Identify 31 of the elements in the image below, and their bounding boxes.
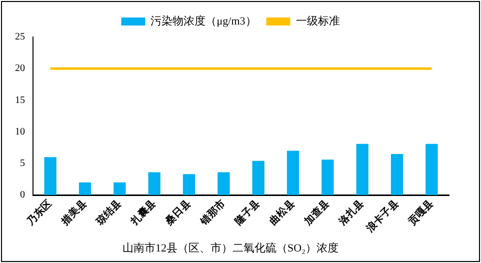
x-tick-label: 琼结县 [93, 198, 124, 228]
bar [252, 160, 264, 196]
bar [390, 154, 404, 196]
bar [182, 174, 196, 196]
x-tick-label: 乃东区 [24, 198, 54, 228]
y-tick-label: 10 [15, 126, 25, 138]
bar [356, 144, 368, 196]
bar [322, 160, 334, 196]
legend-label: 一级标准 [296, 14, 340, 28]
bar [218, 172, 230, 196]
bar [426, 144, 438, 196]
x-tick-label: 隆子县 [232, 198, 262, 228]
y-tick-label: 15 [15, 94, 25, 106]
y-tick-label: 25 [15, 32, 25, 43]
y-tick-label: 5 [20, 158, 25, 170]
x-tick-label: 扎囊县 [128, 198, 158, 228]
legend-label: 污染物浓度（μg/m3） [150, 14, 256, 28]
x-tick-label: 加查县 [301, 198, 332, 228]
bar [78, 182, 92, 196]
bar [114, 182, 126, 196]
y-tick-label: 20 [15, 63, 25, 74]
x-tick-label: 错那市 [197, 198, 228, 228]
bar [148, 172, 160, 196]
bar [286, 150, 300, 196]
x-tick-label: 贡嘎县 [406, 198, 436, 228]
y-tick-label: 0 [20, 190, 25, 201]
bar [44, 157, 56, 196]
x-tick-label: 措美县 [58, 198, 89, 228]
text: 山南市12县（区、市）二氧化硫（SO₂）浓度 [122, 241, 338, 254]
x-tick-label: 桑日县 [162, 198, 193, 228]
x-tick-label: 曲松县 [267, 198, 297, 228]
